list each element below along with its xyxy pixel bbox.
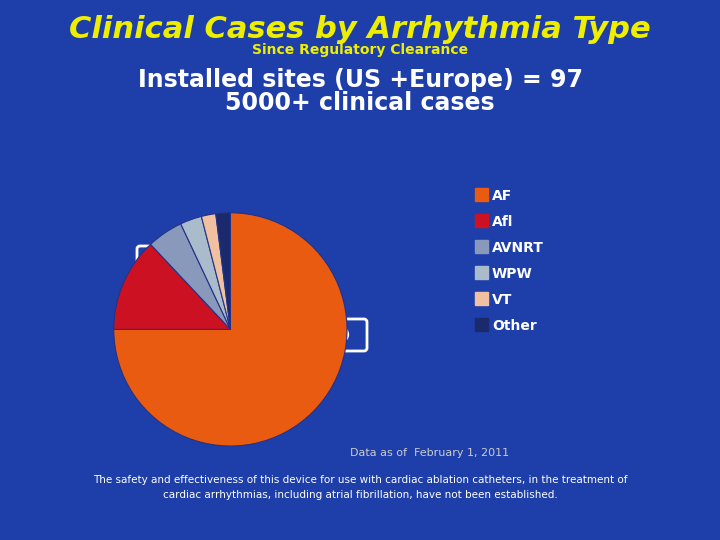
Wedge shape bbox=[216, 213, 230, 329]
Bar bbox=[475, 214, 488, 227]
Text: Afl (13%): Afl (13%) bbox=[149, 255, 215, 268]
FancyBboxPatch shape bbox=[269, 319, 367, 351]
Wedge shape bbox=[202, 214, 230, 329]
Bar bbox=[475, 240, 488, 253]
Text: Clinical Cases by Arrhythmia Type: Clinical Cases by Arrhythmia Type bbox=[69, 16, 651, 44]
Text: Other: Other bbox=[492, 319, 536, 333]
Text: Installed sites (US +Europe) = 97: Installed sites (US +Europe) = 97 bbox=[138, 68, 582, 92]
Text: Data as of  February 1, 2011: Data as of February 1, 2011 bbox=[351, 448, 510, 458]
Text: WPW: WPW bbox=[492, 267, 533, 280]
Wedge shape bbox=[181, 217, 230, 329]
Wedge shape bbox=[150, 224, 230, 329]
Text: 5000+ clinical cases: 5000+ clinical cases bbox=[225, 91, 495, 115]
Bar bbox=[475, 188, 488, 201]
Text: Since Regulatory Clearance: Since Regulatory Clearance bbox=[252, 43, 468, 57]
Text: cardiac arrhythmias, including atrial fibrillation, have not been established.: cardiac arrhythmias, including atrial fi… bbox=[163, 490, 557, 500]
Wedge shape bbox=[114, 245, 230, 329]
Text: VT: VT bbox=[492, 293, 513, 307]
Bar bbox=[475, 292, 488, 305]
Wedge shape bbox=[114, 213, 347, 446]
Text: AF (75%): AF (75%) bbox=[286, 328, 350, 341]
Text: AVNRT: AVNRT bbox=[492, 240, 544, 254]
Bar bbox=[475, 266, 488, 279]
FancyBboxPatch shape bbox=[137, 246, 227, 278]
Text: The safety and effectiveness of this device for use with cardiac ablation cathet: The safety and effectiveness of this dev… bbox=[93, 475, 627, 485]
Bar bbox=[475, 318, 488, 331]
Text: AF: AF bbox=[492, 188, 512, 202]
Text: Afl: Afl bbox=[492, 214, 513, 228]
